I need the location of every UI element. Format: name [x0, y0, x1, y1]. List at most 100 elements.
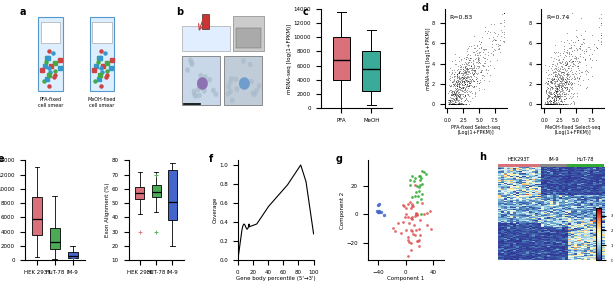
- Point: [551, 95, 561, 99]
- Point: [454, 84, 463, 88]
- Point: [576, 33, 585, 38]
- Point: [460, 75, 470, 80]
- Point: [544, 102, 554, 106]
- Point: [447, 102, 457, 106]
- Point: [410, 214, 420, 218]
- Point: [563, 60, 573, 65]
- Point: [550, 102, 560, 106]
- Point: [468, 72, 478, 77]
- Point: [473, 59, 482, 63]
- Point: [555, 88, 565, 93]
- Point: [582, 84, 592, 89]
- Point: [546, 102, 555, 106]
- Point: [466, 74, 476, 79]
- Circle shape: [207, 77, 212, 82]
- Point: [560, 67, 570, 72]
- Point: [556, 102, 566, 106]
- Point: [462, 83, 471, 88]
- Point: [560, 102, 569, 106]
- Point: [446, 88, 456, 93]
- Point: [478, 62, 488, 67]
- Point: [554, 93, 563, 98]
- Point: [470, 94, 479, 98]
- Point: [472, 48, 482, 53]
- Point: [545, 98, 555, 102]
- Point: [571, 27, 581, 32]
- Point: [464, 68, 474, 73]
- Point: [468, 66, 478, 70]
- Point: [548, 102, 558, 106]
- Point: [569, 62, 579, 67]
- Point: [468, 59, 478, 64]
- Point: [451, 86, 461, 91]
- Point: [558, 50, 568, 55]
- Point: [554, 69, 564, 73]
- Point: [453, 94, 463, 99]
- Point: [569, 48, 579, 53]
- Point: [500, 35, 509, 39]
- Point: [460, 93, 470, 98]
- Point: [474, 60, 484, 64]
- Point: [566, 85, 576, 90]
- Point: [557, 65, 567, 69]
- Point: [447, 70, 457, 75]
- Point: [483, 68, 493, 73]
- Point: [551, 64, 561, 68]
- Point: [564, 89, 574, 94]
- Point: [462, 76, 471, 80]
- Point: [454, 84, 463, 89]
- Point: [542, 98, 552, 103]
- Point: [468, 65, 478, 70]
- Point: [483, 53, 493, 58]
- Point: [415, 217, 425, 222]
- Point: [567, 76, 577, 80]
- Point: [463, 74, 473, 79]
- Text: d: d: [421, 3, 428, 13]
- Point: [375, 202, 384, 207]
- Point: [540, 102, 550, 106]
- Point: [372, 209, 382, 214]
- Point: [458, 94, 468, 99]
- Point: [546, 90, 555, 95]
- Point: [563, 65, 573, 70]
- Point: [545, 102, 555, 106]
- Point: [460, 82, 470, 87]
- Point: [550, 62, 560, 67]
- Point: [468, 78, 478, 82]
- PathPatch shape: [50, 228, 59, 249]
- Point: [561, 90, 571, 95]
- Point: [474, 56, 484, 60]
- Circle shape: [214, 92, 218, 97]
- Point: [563, 48, 573, 53]
- Point: [412, 199, 422, 204]
- Point: [546, 80, 556, 85]
- Point: [406, 247, 416, 252]
- Point: [406, 205, 416, 210]
- Point: [466, 56, 476, 61]
- Point: [444, 102, 454, 106]
- Point: [577, 69, 587, 74]
- Point: [555, 53, 565, 58]
- Point: [449, 89, 459, 94]
- Point: [566, 42, 576, 47]
- Point: [450, 100, 460, 105]
- Point: [448, 92, 458, 97]
- Point: [459, 71, 469, 75]
- Point: [452, 71, 462, 76]
- Point: [480, 46, 490, 51]
- Point: [445, 99, 455, 104]
- Point: [548, 100, 558, 105]
- Point: [473, 55, 482, 60]
- Point: [388, 225, 398, 230]
- Point: [448, 79, 458, 84]
- Point: [552, 88, 562, 92]
- Point: [456, 75, 466, 79]
- Point: [546, 102, 556, 106]
- Point: [564, 71, 574, 76]
- Point: [567, 69, 577, 74]
- Point: [455, 79, 465, 84]
- Point: [462, 69, 472, 73]
- Point: [464, 81, 474, 86]
- Point: [552, 74, 562, 78]
- Point: [560, 80, 569, 84]
